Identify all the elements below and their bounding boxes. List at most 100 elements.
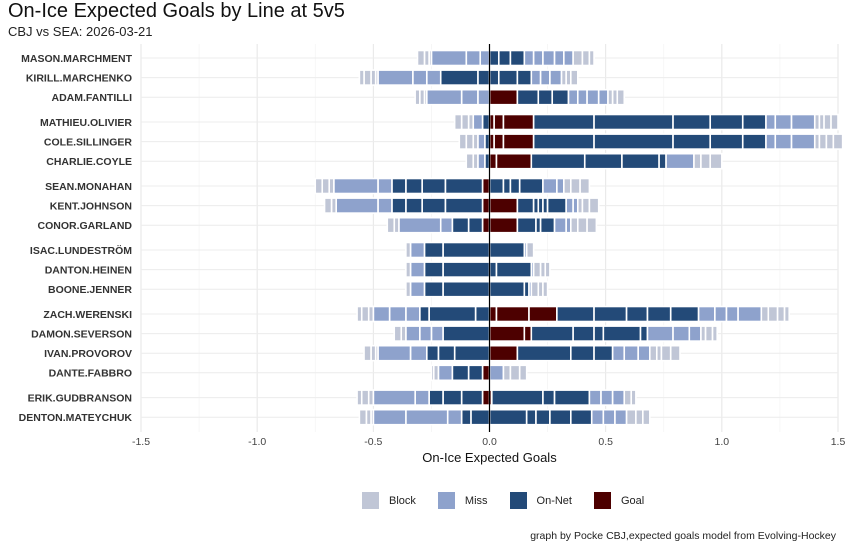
bar-segment-miss-for <box>665 152 695 170</box>
bar-segment-on-net-against <box>460 408 472 426</box>
bar-segment-block-against <box>416 49 426 67</box>
bar-segment-on-net-for <box>639 325 649 342</box>
bar-segment-on-net-against <box>425 344 440 362</box>
bar-segment-on-net-against <box>470 408 491 426</box>
bar-segment-block-for <box>830 113 839 131</box>
bar-segment-on-net-for <box>741 113 767 131</box>
bar-segment-on-net-for <box>516 69 533 86</box>
bar-segment-on-net-for <box>491 389 544 406</box>
bar-segment-block-for <box>509 364 521 382</box>
bar-segment-block-for <box>818 133 828 150</box>
bar-segment-miss-against <box>335 197 379 214</box>
bar-segment-block-for <box>570 177 581 195</box>
bar-segment-block-against <box>363 344 372 362</box>
bar-segment-miss-against <box>372 389 416 406</box>
bar-segment-block-against <box>460 113 470 131</box>
bar-segment-goal-for <box>488 216 519 234</box>
bar-segment-on-net-for <box>658 152 667 170</box>
bar-segment-on-net-for <box>516 88 540 106</box>
bar-segment-goal-for <box>488 88 519 106</box>
player-label: DAMON.SEVERSON <box>31 328 132 340</box>
bar-segment-goal-for <box>502 113 535 131</box>
bar-segment-block-against <box>414 88 421 106</box>
bar-segment-block-against <box>453 113 463 131</box>
bar-segment-miss-against <box>414 389 430 406</box>
bar-segment-block-against <box>465 133 475 150</box>
bar-segment-on-net-against <box>467 364 484 382</box>
bar-segment-miss-for <box>637 344 651 362</box>
bar-segment-on-net-against <box>405 177 423 195</box>
bar-segment-block-for <box>563 177 572 195</box>
bar-segment-miss-for <box>542 49 556 67</box>
player-label: ISAC.LUNDESTRÖM <box>30 244 132 257</box>
x-tick-label: 1.0 <box>715 436 730 448</box>
bar-segment-miss-for <box>672 325 691 342</box>
bar-segment-miss-for <box>588 389 602 406</box>
bar-segment-on-net-for <box>593 325 605 342</box>
x-axis-ticks: -1.5 -1.0 -0.5 0.0 0.5 1.0 1.5 <box>132 436 845 448</box>
bar-segment-on-net-for <box>625 305 649 323</box>
bar-segment-on-net-for <box>488 177 505 195</box>
player-label: CONOR.GARLAND <box>38 220 133 232</box>
bar-segment-miss-against <box>405 408 449 426</box>
x-axis-title: On-Ice Expected Goals <box>422 450 557 465</box>
bar-segment-goal-against <box>481 197 491 214</box>
bar-segment-on-net-for <box>516 197 535 214</box>
bar-segment-on-net-for <box>556 305 595 323</box>
bar-segment-block-for <box>693 152 702 170</box>
bar-segment-on-net-for <box>502 177 512 195</box>
player-label: MATHIEU.OLIVIER <box>40 117 132 129</box>
bar-segment-block-for <box>542 280 549 298</box>
bar-segment-block-for <box>711 325 718 342</box>
bar-segment-miss-against <box>437 364 454 382</box>
bar-segment-miss-against <box>477 88 491 106</box>
bar-segment-on-net-for <box>509 177 521 195</box>
bar-segment-goal-for <box>493 133 505 150</box>
bar-segment-on-net-for <box>570 344 595 362</box>
bar-segment-on-net-for <box>583 152 623 170</box>
bar-segment-on-net-for <box>518 177 544 195</box>
bar-segment-on-net-against <box>418 305 430 323</box>
bar-segment-goal-for <box>488 152 498 170</box>
bar-segment-goal-for <box>488 325 526 342</box>
bar-segment-on-net-for <box>488 261 498 278</box>
bar-segment-block-for <box>660 344 672 362</box>
bar-segment-block-for <box>704 325 714 342</box>
bar-segment-block-against <box>358 69 365 86</box>
bar-segment-miss-for <box>542 177 558 195</box>
bar-segment-goal-for <box>488 305 498 323</box>
bar-segment-miss-against <box>388 305 407 323</box>
bar-segment-miss-against <box>372 305 391 323</box>
bar-segment-on-net-for <box>709 113 744 131</box>
bar-segment-on-net-for <box>488 49 500 67</box>
bar-segment-on-net-against <box>477 69 491 86</box>
bar-segment-block-for <box>586 216 598 234</box>
bar-segment-block-for <box>616 88 626 106</box>
bar-segment-on-net-against <box>453 344 491 362</box>
player-label: KIRILL.MARCHENKO <box>26 72 132 84</box>
x-tick-label: -1.0 <box>248 436 266 448</box>
bar-segment-block-for <box>518 364 528 382</box>
bar-segment-on-net-for <box>488 69 500 86</box>
bar-segment-goal-for <box>493 113 505 131</box>
bar-segment-miss-against <box>412 69 428 86</box>
bar-segment-on-net-for <box>621 152 660 170</box>
legend-key-goal <box>593 492 611 509</box>
bar-segment-block-for <box>623 389 633 406</box>
bar-segment-block-for <box>570 69 579 86</box>
bar-segment-miss-for <box>553 216 567 234</box>
bar-segment-on-net-for <box>669 305 700 323</box>
bar-segment-miss-against <box>409 280 426 298</box>
bar-segment-on-net-against <box>444 177 484 195</box>
bar-segment-on-net-for <box>741 133 767 150</box>
bar-segment-on-net-against <box>423 261 444 278</box>
bar-segment-block-for <box>767 305 779 323</box>
bar-segment-on-net-for <box>497 49 512 67</box>
legend-item-miss: Miss <box>437 492 488 509</box>
bar-segment-on-net-for <box>488 241 526 259</box>
bar-segment-miss-for <box>556 177 565 195</box>
bar-segment-on-net-for <box>488 408 528 426</box>
bar-segment-on-net-for <box>572 325 595 342</box>
player-label: ERIK.GUDBRANSON <box>28 392 132 404</box>
player-label: DANTON.HEINEN <box>45 264 132 276</box>
